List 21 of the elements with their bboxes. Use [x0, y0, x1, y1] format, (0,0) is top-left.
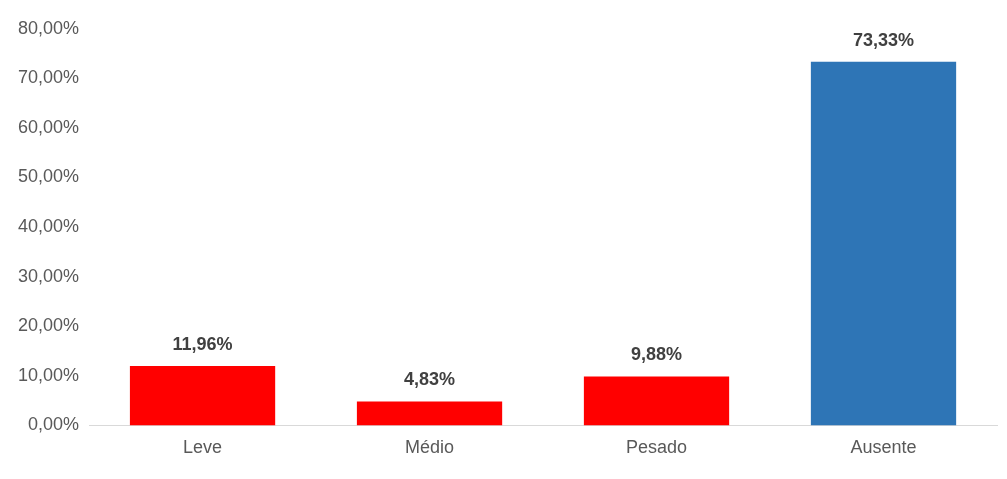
- y-tick-label: 30,00%: [17, 265, 80, 286]
- x-tick-label: Ausente: [850, 437, 917, 458]
- y-tick-label: 40,00%: [17, 216, 80, 237]
- y-tick-label: 20,00%: [17, 315, 80, 336]
- bar: [583, 376, 730, 426]
- y-tick-label: 60,00%: [17, 116, 80, 137]
- data-label: 9,88%: [630, 344, 683, 365]
- y-tick-label: 70,00%: [17, 67, 80, 88]
- x-tick-label: Leve: [183, 437, 223, 458]
- y-tick-label: 0,00%: [28, 414, 80, 435]
- data-label: 4,83%: [404, 369, 456, 390]
- bar: [356, 401, 503, 426]
- y-tick-label: 80,00%: [17, 17, 80, 38]
- data-label: 11,96%: [172, 334, 233, 355]
- x-tick-label: Médio: [405, 437, 455, 458]
- x-tick-label: Pesado: [625, 437, 688, 458]
- data-label: 73,33%: [852, 29, 915, 50]
- y-tick-label: 10,00%: [17, 364, 80, 385]
- y-tick-label: 50,00%: [17, 166, 80, 187]
- bar: [129, 366, 276, 426]
- bar: [810, 61, 957, 426]
